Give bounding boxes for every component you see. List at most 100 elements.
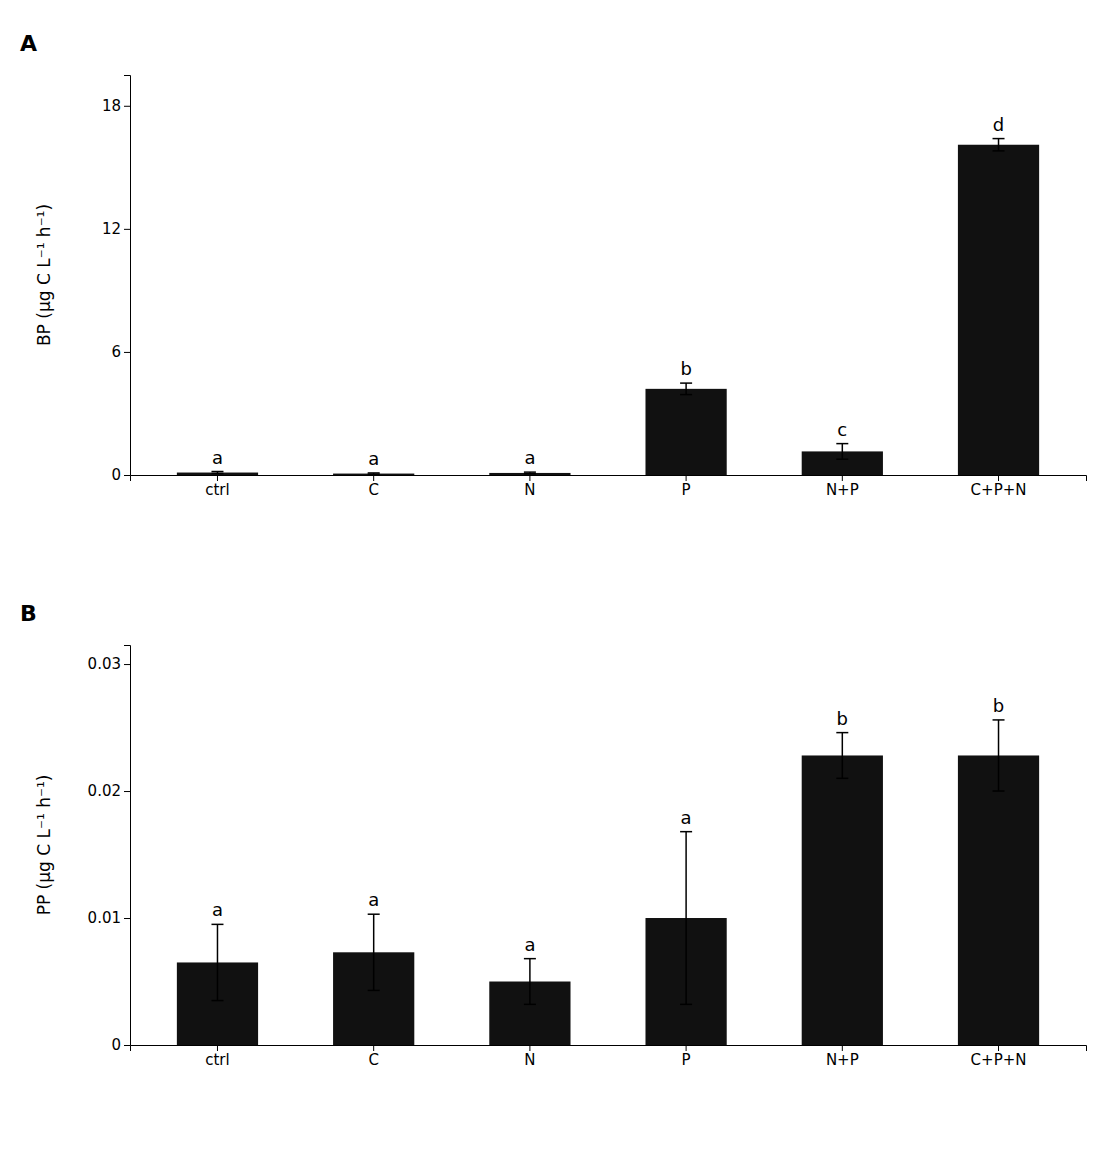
- x-tick-label: P: [682, 481, 691, 499]
- letter-label: b: [837, 708, 848, 729]
- error-bar-cap: [368, 990, 380, 992]
- bar: [645, 389, 726, 475]
- x-tick-label: N+P: [826, 481, 859, 499]
- error-bar-cap: [680, 1004, 692, 1006]
- x-axis: ctrl C N P N+P C+P+N: [131, 475, 1087, 499]
- bar: [333, 474, 414, 475]
- error-bar-cap: [680, 831, 692, 833]
- y-tick: 0.02: [88, 782, 130, 800]
- error-bar-cap: [524, 958, 536, 960]
- letter-label: b: [993, 695, 1004, 716]
- error-bar-stem: [217, 924, 219, 1000]
- error-bar-cap: [524, 473, 536, 475]
- letter-label: a: [368, 448, 379, 469]
- y-tick-mark: [124, 918, 130, 919]
- x-tick: P: [682, 1045, 691, 1069]
- x-tick: C+P+N: [971, 1045, 1027, 1069]
- error-bar: [524, 959, 536, 1005]
- y-tick-label: 0.01: [88, 909, 121, 927]
- error-bar-cap: [993, 138, 1005, 140]
- letter-label: a: [368, 889, 379, 910]
- error-bar-cap: [211, 1000, 223, 1002]
- x-tick: N: [524, 1045, 535, 1069]
- error-bar-cap: [524, 471, 536, 473]
- bar: [958, 145, 1039, 475]
- x-tick: C+P+N: [971, 475, 1027, 499]
- y-tick-mark: [124, 791, 130, 792]
- y-tick-label: 6: [111, 343, 121, 361]
- y-axis-line: [124, 76, 131, 476]
- error-bar: [368, 914, 380, 990]
- error-bar-cap: [836, 778, 848, 780]
- x-tick-label: C: [368, 481, 378, 499]
- error-bar-stem: [685, 832, 687, 1005]
- x-tick-label: C+P+N: [971, 481, 1027, 499]
- error-bar-stem: [373, 914, 375, 990]
- error-bar-stem: [685, 383, 687, 394]
- error-bar: [368, 473, 380, 474]
- x-tick: N+P: [826, 475, 859, 499]
- error-bar: [993, 720, 1005, 791]
- y-tick: 6: [111, 343, 130, 361]
- error-bar-cap: [368, 473, 380, 475]
- marks: [177, 720, 1039, 1045]
- letter-label: b: [680, 358, 691, 379]
- error-bar: [211, 924, 223, 1000]
- x-tick: C: [368, 1045, 378, 1069]
- error-bar-stem: [842, 444, 844, 460]
- error-bar-cap: [368, 472, 380, 474]
- y-tick: 12: [102, 220, 130, 238]
- y-axis-title: PP (μg C L⁻¹ h⁻¹): [34, 775, 54, 916]
- x-tick-label: ctrl: [205, 481, 229, 499]
- error-bar-cap: [211, 473, 223, 475]
- error-bar-cap: [836, 443, 848, 445]
- error-bar: [836, 444, 848, 460]
- y-tick-mark: [124, 352, 130, 353]
- letter-label: d: [993, 114, 1004, 135]
- letter-label: a: [681, 807, 692, 828]
- panel-label: A: [20, 31, 37, 56]
- y-axis-title: BP (μg C L⁻¹ h⁻¹): [34, 204, 54, 346]
- x-tick-label: C+P+N: [971, 1051, 1027, 1069]
- y-tick: 0.01: [88, 909, 130, 927]
- error-bar: [524, 472, 536, 474]
- bar: [802, 755, 883, 1045]
- error-bar-stem: [998, 139, 1000, 151]
- error-bar: [211, 472, 223, 474]
- x-tick: C: [368, 475, 378, 499]
- letters: a a a a b b: [212, 695, 1004, 955]
- x-axis-line: [131, 476, 1087, 482]
- error-bar-stem: [842, 733, 844, 779]
- x-tick: N: [524, 475, 535, 499]
- error-bar-cap: [524, 1004, 536, 1006]
- error-bar-stem: [998, 720, 1000, 791]
- x-tick-label: P: [682, 1051, 691, 1069]
- error-bar-cap: [211, 471, 223, 473]
- error-bar-stem: [529, 959, 531, 1005]
- error-bar-cap: [680, 394, 692, 396]
- error-bar-cap: [836, 458, 848, 460]
- letter-label: a: [524, 934, 535, 955]
- y-tick: 0: [111, 1036, 130, 1054]
- x-tick: ctrl: [205, 475, 229, 499]
- bar: [177, 473, 258, 475]
- x-tick-label: N+P: [826, 1051, 859, 1069]
- panel: aaaabbctrlCNPN+PC+P+N00.010.020.03PP (μg…: [20, 601, 1087, 1069]
- error-bar: [993, 139, 1005, 151]
- y-tick-mark: [124, 475, 130, 476]
- y-tick: 18: [102, 97, 130, 115]
- x-tick: N+P: [826, 1045, 859, 1069]
- letter-label: c: [837, 419, 847, 440]
- x-tick: P: [682, 475, 691, 499]
- letter-label: a: [524, 447, 535, 468]
- y-axis: 061218: [102, 76, 131, 485]
- y-axis: 0 0.01 0.02 0.03: [88, 646, 131, 1055]
- x-axis: ctrlCNPN+PC+P+N: [131, 1045, 1087, 1069]
- error-bar: [836, 733, 848, 779]
- y-tick-label: 0.03: [88, 655, 121, 673]
- letters: aaabcd: [212, 114, 1004, 469]
- x-tick-label: C: [368, 1051, 378, 1069]
- error-bar-cap: [680, 382, 692, 384]
- error-bar-cap: [993, 790, 1005, 792]
- letter-label: a: [212, 899, 223, 920]
